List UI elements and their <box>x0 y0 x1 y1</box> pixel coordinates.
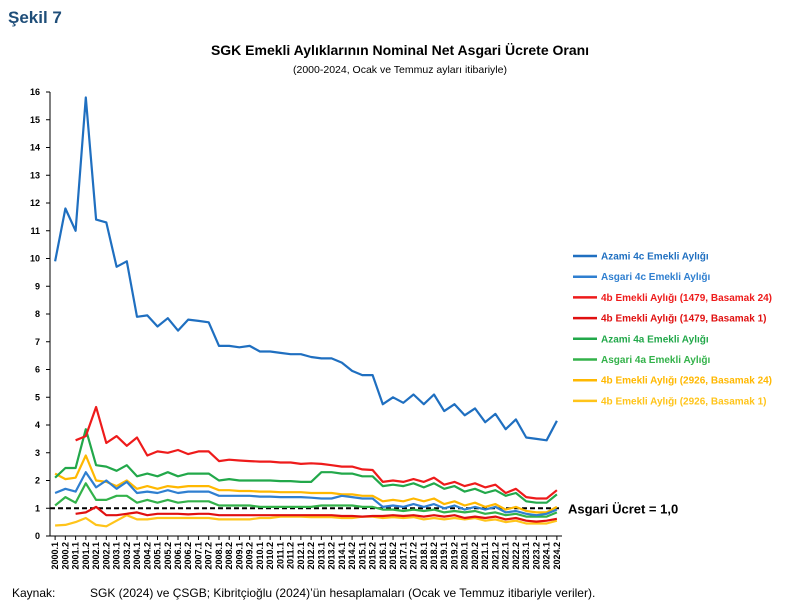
x-tick-label: 2023.2 <box>531 542 541 570</box>
x-tick-label: 2002.1 <box>91 542 101 570</box>
y-tick-label: 5 <box>35 392 40 402</box>
x-tick-label: 2003.2 <box>122 542 132 570</box>
y-tick-label: 11 <box>30 226 40 236</box>
x-tick-label: 2015.2 <box>368 542 378 570</box>
x-tick-label: 2014.1 <box>337 542 347 570</box>
y-tick-label: 3 <box>35 448 40 458</box>
y-tick-label: 9 <box>35 281 40 291</box>
y-tick-label: 4 <box>35 420 40 430</box>
legend-entry: Asgari 4a Emekli Aylığı <box>601 355 711 366</box>
series-line <box>75 505 558 523</box>
series-line <box>54 428 558 504</box>
x-tick-label: 2024.2 <box>552 542 562 570</box>
legend-entry: 4b Emekli Aylığı (2926, Basamak 1) <box>601 396 766 407</box>
x-tick-label: 2003.1 <box>112 542 122 570</box>
x-tick-label: 2001.1 <box>71 542 81 570</box>
y-tick-label: 8 <box>35 309 40 319</box>
y-tick-label: 10 <box>30 254 40 264</box>
legend-entry: 4b Emekli Aylığı (2926, Basamak 24) <box>601 376 772 387</box>
legend-entry: Asgari 4c Emekli Aylığı <box>601 272 711 283</box>
x-tick-label: 2020.1 <box>460 542 470 570</box>
legend-entry: 4b Emekli Aylığı (1479, Basamak 24) <box>601 293 772 304</box>
x-tick-label: 2019.2 <box>449 542 459 570</box>
x-tick-label: 2018.1 <box>419 542 429 570</box>
series-line <box>54 96 558 442</box>
x-tick-label: 2017.1 <box>398 542 408 570</box>
x-tick-label: 2000.1 <box>50 542 60 570</box>
series-line <box>54 482 558 518</box>
x-tick-label: 2007.1 <box>193 542 203 570</box>
x-tick-label: 2011.2 <box>286 542 296 569</box>
x-tick-label: 2009.1 <box>234 542 244 570</box>
x-tick-label: 2017.2 <box>409 542 419 570</box>
x-tick-label: 2002.2 <box>101 542 111 570</box>
series-line <box>54 454 558 514</box>
y-tick-label: 1 <box>35 503 40 513</box>
x-tick-label: 2004.2 <box>142 542 152 570</box>
y-tick-label: 16 <box>30 87 40 97</box>
source-label: Kaynak: <box>12 586 56 600</box>
x-tick-label: 2024.1 <box>542 542 552 570</box>
source-note: Kaynak: SGK (2024) ve ÇSGB; Kibritçioğlu … <box>12 586 595 600</box>
x-tick-label: 2007.2 <box>204 542 214 570</box>
reference-line-label: Asgari Ücret = 1,0 <box>568 501 678 516</box>
x-tick-label: 2012.2 <box>306 542 316 570</box>
x-tick-label: 2008.2 <box>224 542 234 570</box>
x-tick-label: 2016.2 <box>388 542 398 570</box>
chart-title: SGK Emekli Aylıklarının Nominal Net Asga… <box>210 42 590 58</box>
x-tick-label: 2015.1 <box>357 542 367 570</box>
legend-entry: Azami 4a Emekli Aylığı <box>601 334 709 345</box>
x-tick-label: 2016.1 <box>378 542 388 570</box>
x-tick-label: 2018.2 <box>429 542 439 570</box>
x-tick-label: 2009.2 <box>245 542 255 570</box>
x-tick-label: 2014.2 <box>347 542 357 570</box>
x-tick-label: 2010.2 <box>265 542 275 570</box>
x-tick-label: 2000.2 <box>60 542 70 570</box>
x-tick-label: 2021.2 <box>490 542 500 570</box>
series-line <box>55 514 558 528</box>
x-tick-label: 2005.2 <box>163 542 173 570</box>
x-tick-label: 2008.1 <box>214 542 224 570</box>
figure-label: Şekil 7 <box>8 8 62 27</box>
legend: Azami 4c Emekli Aylığı Asgari 4c Emekli A… <box>573 252 772 407</box>
x-tick-label: 2021.1 <box>480 542 490 570</box>
series-lines <box>54 96 558 528</box>
y-tick-label: 12 <box>30 198 40 208</box>
x-tick-label: 2022.2 <box>511 542 521 570</box>
x-tick-label: 2005.1 <box>153 542 163 570</box>
x-tick-label: 2012.1 <box>296 542 306 570</box>
x-tick-label: 2013.2 <box>327 542 337 570</box>
series-line <box>54 471 558 517</box>
x-tick-label: 2020.2 <box>470 542 480 570</box>
chart-subtitle: (2000-2024, Ocak ve Temmuz ayları itibar… <box>293 64 507 76</box>
y-tick-label: 6 <box>35 365 40 375</box>
x-tick-label: 2013.1 <box>316 542 326 570</box>
source-text: SGK (2024) ve ÇSGB; Kibritçioğlu (2024)’… <box>90 586 596 600</box>
x-tick-label: 2004.1 <box>132 542 142 570</box>
y-tick-label: 2 <box>35 476 40 486</box>
x-tick-label: 2006.2 <box>183 542 193 570</box>
legend-entry: Azami 4c Emekli Aylığı <box>601 252 709 263</box>
y-tick-label: 13 <box>30 170 40 180</box>
y-tick-label: 15 <box>30 115 40 125</box>
x-tick-label: 2023.1 <box>521 542 531 570</box>
y-tick-label: 14 <box>30 143 40 153</box>
y-tick-label: 0 <box>35 531 40 541</box>
y-tick-label: 7 <box>35 337 40 347</box>
x-tick-label: 2010.1 <box>255 542 265 570</box>
x-tick-label: 2006.1 <box>173 542 183 570</box>
series-line <box>75 405 558 500</box>
x-tick-label: 2011.1 <box>275 542 285 569</box>
x-tick-label: 2022.1 <box>501 542 511 570</box>
x-tick-label: 2019.1 <box>439 542 449 570</box>
x-tick-label: 2001.2 <box>81 542 91 570</box>
legend-entry: 4b Emekli Aylığı (1479, Basamak 1) <box>601 314 766 325</box>
